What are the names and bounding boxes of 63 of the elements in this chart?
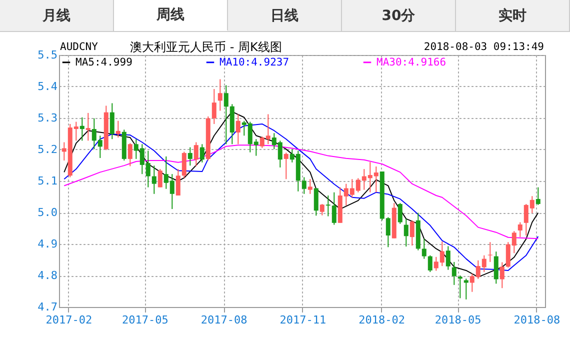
candlestick [536, 186, 540, 206]
y-tick-label: 5.1 [38, 174, 58, 188]
x-tick-label: 2017-02 [46, 314, 92, 326]
candlestick [464, 278, 468, 300]
chart-subtitle: AUDCNY [60, 41, 98, 53]
x-tick-label: 2018-02 [358, 314, 405, 326]
candlestick [518, 222, 522, 238]
y-tick-label: 4.9 [38, 238, 58, 250]
candlestick [488, 242, 492, 262]
candlestick [218, 78, 222, 112]
candlestick [200, 144, 204, 163]
legend-label: MA30:4.9166 [376, 56, 446, 68]
x-tick-label: 2018-08 [514, 314, 560, 326]
y-tick-label: 5.2 [38, 143, 58, 156]
candlestick [326, 194, 330, 217]
candlestick [182, 151, 186, 178]
y-tick-label: 5.5 [38, 48, 58, 62]
y-tick-label: 5.3 [38, 112, 58, 124]
y-tick-label: 4.8 [38, 269, 58, 282]
x-tick-label: 2018-05 [434, 314, 482, 326]
candlestick [422, 238, 426, 260]
candlestick [110, 102, 114, 140]
candlestick [314, 188, 318, 216]
candlestick [194, 142, 198, 167]
text: 周线 [114, 0, 228, 31]
candlestick [152, 165, 156, 194]
candlestick [446, 246, 450, 270]
candlestick [404, 218, 408, 248]
candlestick [116, 120, 120, 138]
y-tick-label: 5.4 [38, 80, 58, 93]
candlestick [494, 251, 498, 284]
candlestick [500, 262, 504, 289]
candlestick [428, 254, 432, 273]
legend-label: MA5:4.999 [76, 56, 132, 68]
legend-label: MA10:4.9237 [220, 56, 290, 68]
y-tick-label: 4.7 [38, 300, 58, 314]
candlestick [188, 146, 192, 166]
candlestick [410, 220, 414, 246]
candlestick [332, 192, 336, 226]
candlestick [398, 202, 402, 224]
candlestick [452, 261, 456, 286]
text: 日线 [228, 0, 342, 31]
candlestick [236, 114, 240, 145]
candlestick [176, 168, 180, 196]
y-tick-label: 5.0 [38, 206, 58, 219]
x-tick-label: 2017-11 [280, 314, 326, 326]
x-tick-label: 2017-05 [122, 314, 168, 326]
candlestick [224, 84, 228, 145]
candlestick [86, 112, 90, 142]
chart-title: 澳大利亚元人民币 - 周K线图 [130, 39, 282, 56]
candlestick [308, 178, 312, 194]
candlestick [212, 88, 216, 124]
candlestick [320, 203, 324, 216]
candlestick [158, 168, 162, 188]
text: 2018-08-03 09:13:49 [424, 41, 544, 53]
text: 实时 [456, 0, 570, 31]
candlestick [80, 116, 84, 142]
candlestick [128, 142, 132, 167]
text: 月线 [0, 0, 114, 31]
text: 30分 [342, 0, 456, 31]
candlestick [302, 176, 306, 194]
candlestick [284, 152, 288, 180]
x-tick-label: 2017-08 [200, 314, 248, 326]
